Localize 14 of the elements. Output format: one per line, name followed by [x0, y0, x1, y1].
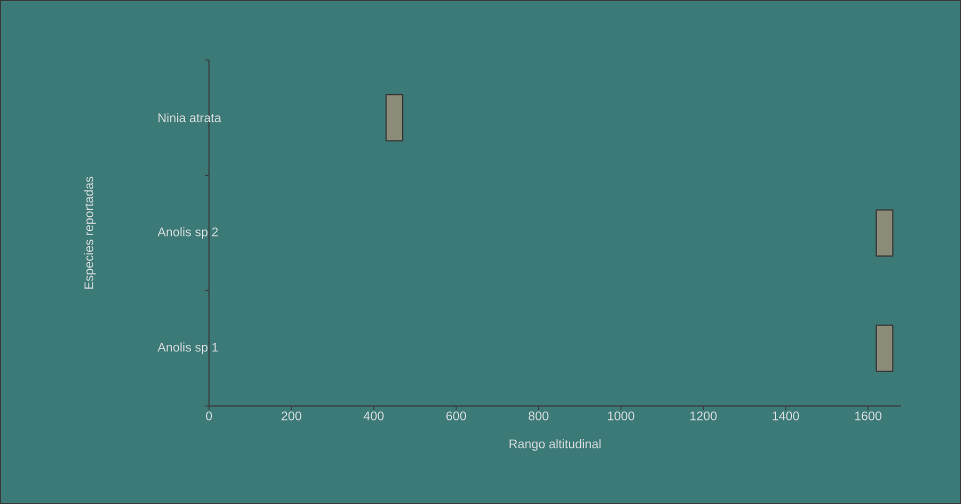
- x-tick-label: 400: [364, 412, 384, 420]
- x-tick-label: 1600: [855, 412, 882, 420]
- y-tick-label: Ninia atrata: [158, 113, 222, 122]
- x-tick-label: 600: [446, 412, 466, 420]
- x-axis-title: Rango altitudinal: [510, 439, 601, 451]
- x-tick-label: 800: [528, 412, 548, 420]
- x-tick-label: 1200: [690, 412, 717, 420]
- y-axis-title: Especies reportadas: [84, 176, 96, 289]
- y-tick-label: Anolis sp 2: [158, 227, 218, 239]
- x-tick-label: 200: [282, 412, 302, 420]
- x-tick-label: 1000: [608, 412, 634, 420]
- x-tick-label: 0: [206, 412, 212, 420]
- y-tick-label: Anolis sp 1: [158, 342, 218, 354]
- x-tick-label: 1400: [772, 412, 800, 420]
